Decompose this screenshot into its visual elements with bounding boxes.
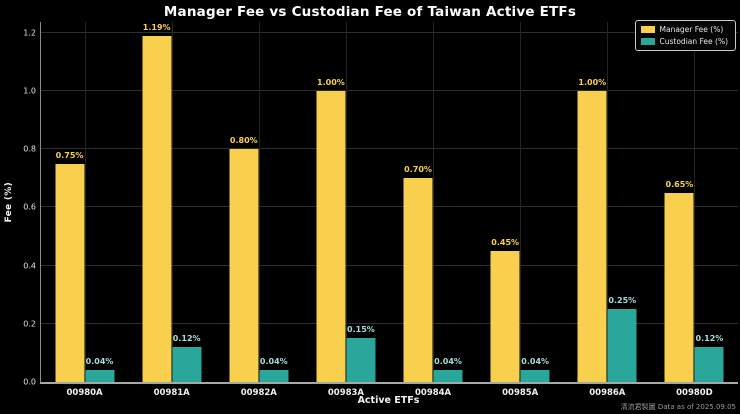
gridline-vertical — [607, 22, 609, 382]
x-tick-label-00983A: 00983A — [327, 388, 365, 398]
x-axis-label: Active ETFs — [357, 395, 420, 406]
bar-pair: 1.00% 0.15% — [316, 78, 376, 382]
custodian-fee-value-label-00980D: 0.12% — [695, 334, 724, 344]
legend-swatch-manager-fee — [640, 26, 655, 33]
x-tick-label-00981A: 00981A — [153, 388, 190, 398]
legend-label-custodian-fee: Custodian Fee (%) — [659, 37, 729, 46]
y-tick-label: 1.0 — [23, 86, 36, 96]
manager-fee-value-label-00985A: 0.45% — [491, 238, 520, 248]
custodian-fee-bar-00981A: 0.12% — [172, 334, 202, 382]
bar-pair: 1.00% 0.25% — [577, 78, 637, 382]
manager-fee-bar-00986A: 1.00% — [577, 78, 607, 382]
legend-item-custodian-fee: Custodian Fee (%) — [640, 37, 729, 46]
custodian-fee-value-label-00984A: 0.04% — [434, 357, 462, 367]
gridline-horizontal — [41, 322, 738, 324]
custodian-fee-value-label-00985A: 0.04% — [521, 357, 550, 367]
y-tick-label: 0.0 — [23, 377, 36, 387]
bar-group-00980D: 0.65% 0.12% 00980D — [651, 22, 738, 398]
manager-fee-value-label-00986A: 1.00% — [578, 78, 607, 87]
bar-group-00986A: 1.00% 0.25% 00986A — [564, 22, 651, 398]
credit-watermark: 清流君製圖 Data as of 2025.09.05 — [621, 402, 736, 412]
custodian-fee-bar-00983A: 0.15% — [346, 325, 376, 382]
legend-swatch-custodian-fee — [640, 38, 655, 45]
bar-pair: 0.80% 0.04% — [229, 136, 289, 382]
gridline-horizontal — [41, 31, 738, 33]
y-tick-label: 0.4 — [23, 261, 36, 271]
manager-fee-value-label-00984A: 0.70% — [404, 165, 432, 175]
manager-fee-bar-00983A: 1.00% — [316, 78, 346, 382]
gridline-vertical — [433, 22, 435, 382]
bar-group-00985A: 0.45% 0.04% 00985A — [477, 22, 564, 398]
manager-fee-value-label-00983A: 1.00% — [317, 78, 345, 87]
y-tick-label: 0.2 — [23, 319, 36, 329]
credit-author: 清流君製圖 — [620, 403, 656, 411]
bar-group-00983A: 1.00% 0.15% 00983A — [302, 22, 389, 398]
custodian-fee-bar-00982A: 0.04% — [259, 357, 289, 382]
custodian-fee-value-label-00980A: 0.04% — [85, 357, 114, 367]
bar-pair: 0.75% 0.04% — [55, 151, 115, 382]
gridline-horizontal — [41, 90, 738, 91]
gridline-horizontal — [41, 206, 738, 208]
manager-fee-bar-00984A: 0.70% — [403, 165, 433, 382]
x-tick-label-00980A: 00980A — [66, 388, 103, 398]
y-tick-label: 0.6 — [23, 202, 36, 212]
x-tick-label-00985A: 00985A — [502, 388, 539, 398]
custodian-fee-bar-00984A: 0.04% — [433, 357, 463, 382]
manager-fee-bar-00982A: 0.80% — [229, 136, 259, 382]
x-tick-label-00984A: 00984A — [414, 388, 452, 398]
gridline-horizontal — [41, 264, 738, 266]
x-tick-label-00980D: 00980D — [676, 388, 713, 398]
custodian-fee-value-label-00983A: 0.15% — [347, 325, 375, 335]
custodian-fee-value-label-00981A: 0.12% — [172, 334, 201, 344]
gridline-vertical — [171, 22, 173, 382]
custodian-fee-value-label-00982A: 0.04% — [259, 357, 288, 367]
custodian-fee-bar-00980D: 0.12% — [694, 334, 724, 382]
manager-fee-bar-00980D: 0.65% — [664, 180, 694, 382]
bar-group-00982A: 0.80% 0.04% 00982A — [215, 22, 302, 398]
manager-fee-value-label-00982A: 0.80% — [229, 136, 258, 146]
legend-label-manager-fee: Manager Fee (%) — [659, 25, 724, 34]
legend: Manager Fee (%) Custodian Fee (%) — [634, 20, 736, 51]
bar-pair: 1.19% 0.12% — [142, 23, 202, 382]
bar-pair: 0.45% 0.04% — [490, 238, 550, 382]
y-tick-label: 1.2 — [23, 28, 36, 38]
custodian-fee-bar-00986A: 0.25% — [607, 296, 637, 382]
x-tick-label-00982A: 00982A — [240, 388, 277, 398]
gridline-vertical — [694, 22, 696, 382]
gridline-vertical — [345, 22, 347, 382]
manager-fee-value-label-00981A: 1.19% — [142, 22, 171, 32]
bar-pair: 0.70% 0.04% — [403, 165, 463, 382]
bar-group-00984A: 0.70% 0.04% 00984A — [390, 22, 477, 398]
manager-fee-bar-00985A: 0.45% — [490, 238, 520, 382]
custodian-fee-bar-00980A: 0.04% — [85, 357, 115, 382]
credit-date: Data as of 2025.09.05 — [657, 403, 736, 411]
plot-area: 0.75% 0.04% 00980A 1.19% 0.12% 00981A 0.80% 0.0… — [40, 22, 738, 398]
chart-title: Manager Fee vs Custodian Fee of Taiwan A… — [163, 4, 577, 20]
y-tick-label: 0.8 — [23, 144, 36, 154]
manager-fee-bar-00980A: 0.75% — [55, 151, 85, 382]
manager-fee-value-label-00980D: 0.65% — [665, 179, 694, 189]
gridline-vertical — [520, 22, 522, 382]
bar-group-00980A: 0.75% 0.04% 00980A — [41, 22, 128, 398]
gridline-horizontal — [41, 148, 738, 150]
custodian-fee-value-label-00986A: 0.25% — [608, 296, 637, 306]
manager-fee-value-label-00980A: 0.75% — [55, 150, 84, 160]
x-tick-label-00986A: 00986A — [589, 388, 626, 398]
legend-item-manager-fee: Manager Fee (%) — [640, 25, 729, 34]
gridline-vertical — [84, 22, 86, 382]
custodian-fee-bar-00985A: 0.04% — [520, 357, 550, 382]
manager-fee-bar-00981A: 1.19% — [142, 23, 172, 382]
bar-pair: 0.65% 0.12% — [664, 180, 724, 382]
bar-group-00981A: 1.19% 0.12% 00981A — [128, 22, 215, 398]
gridline-vertical — [258, 22, 260, 382]
